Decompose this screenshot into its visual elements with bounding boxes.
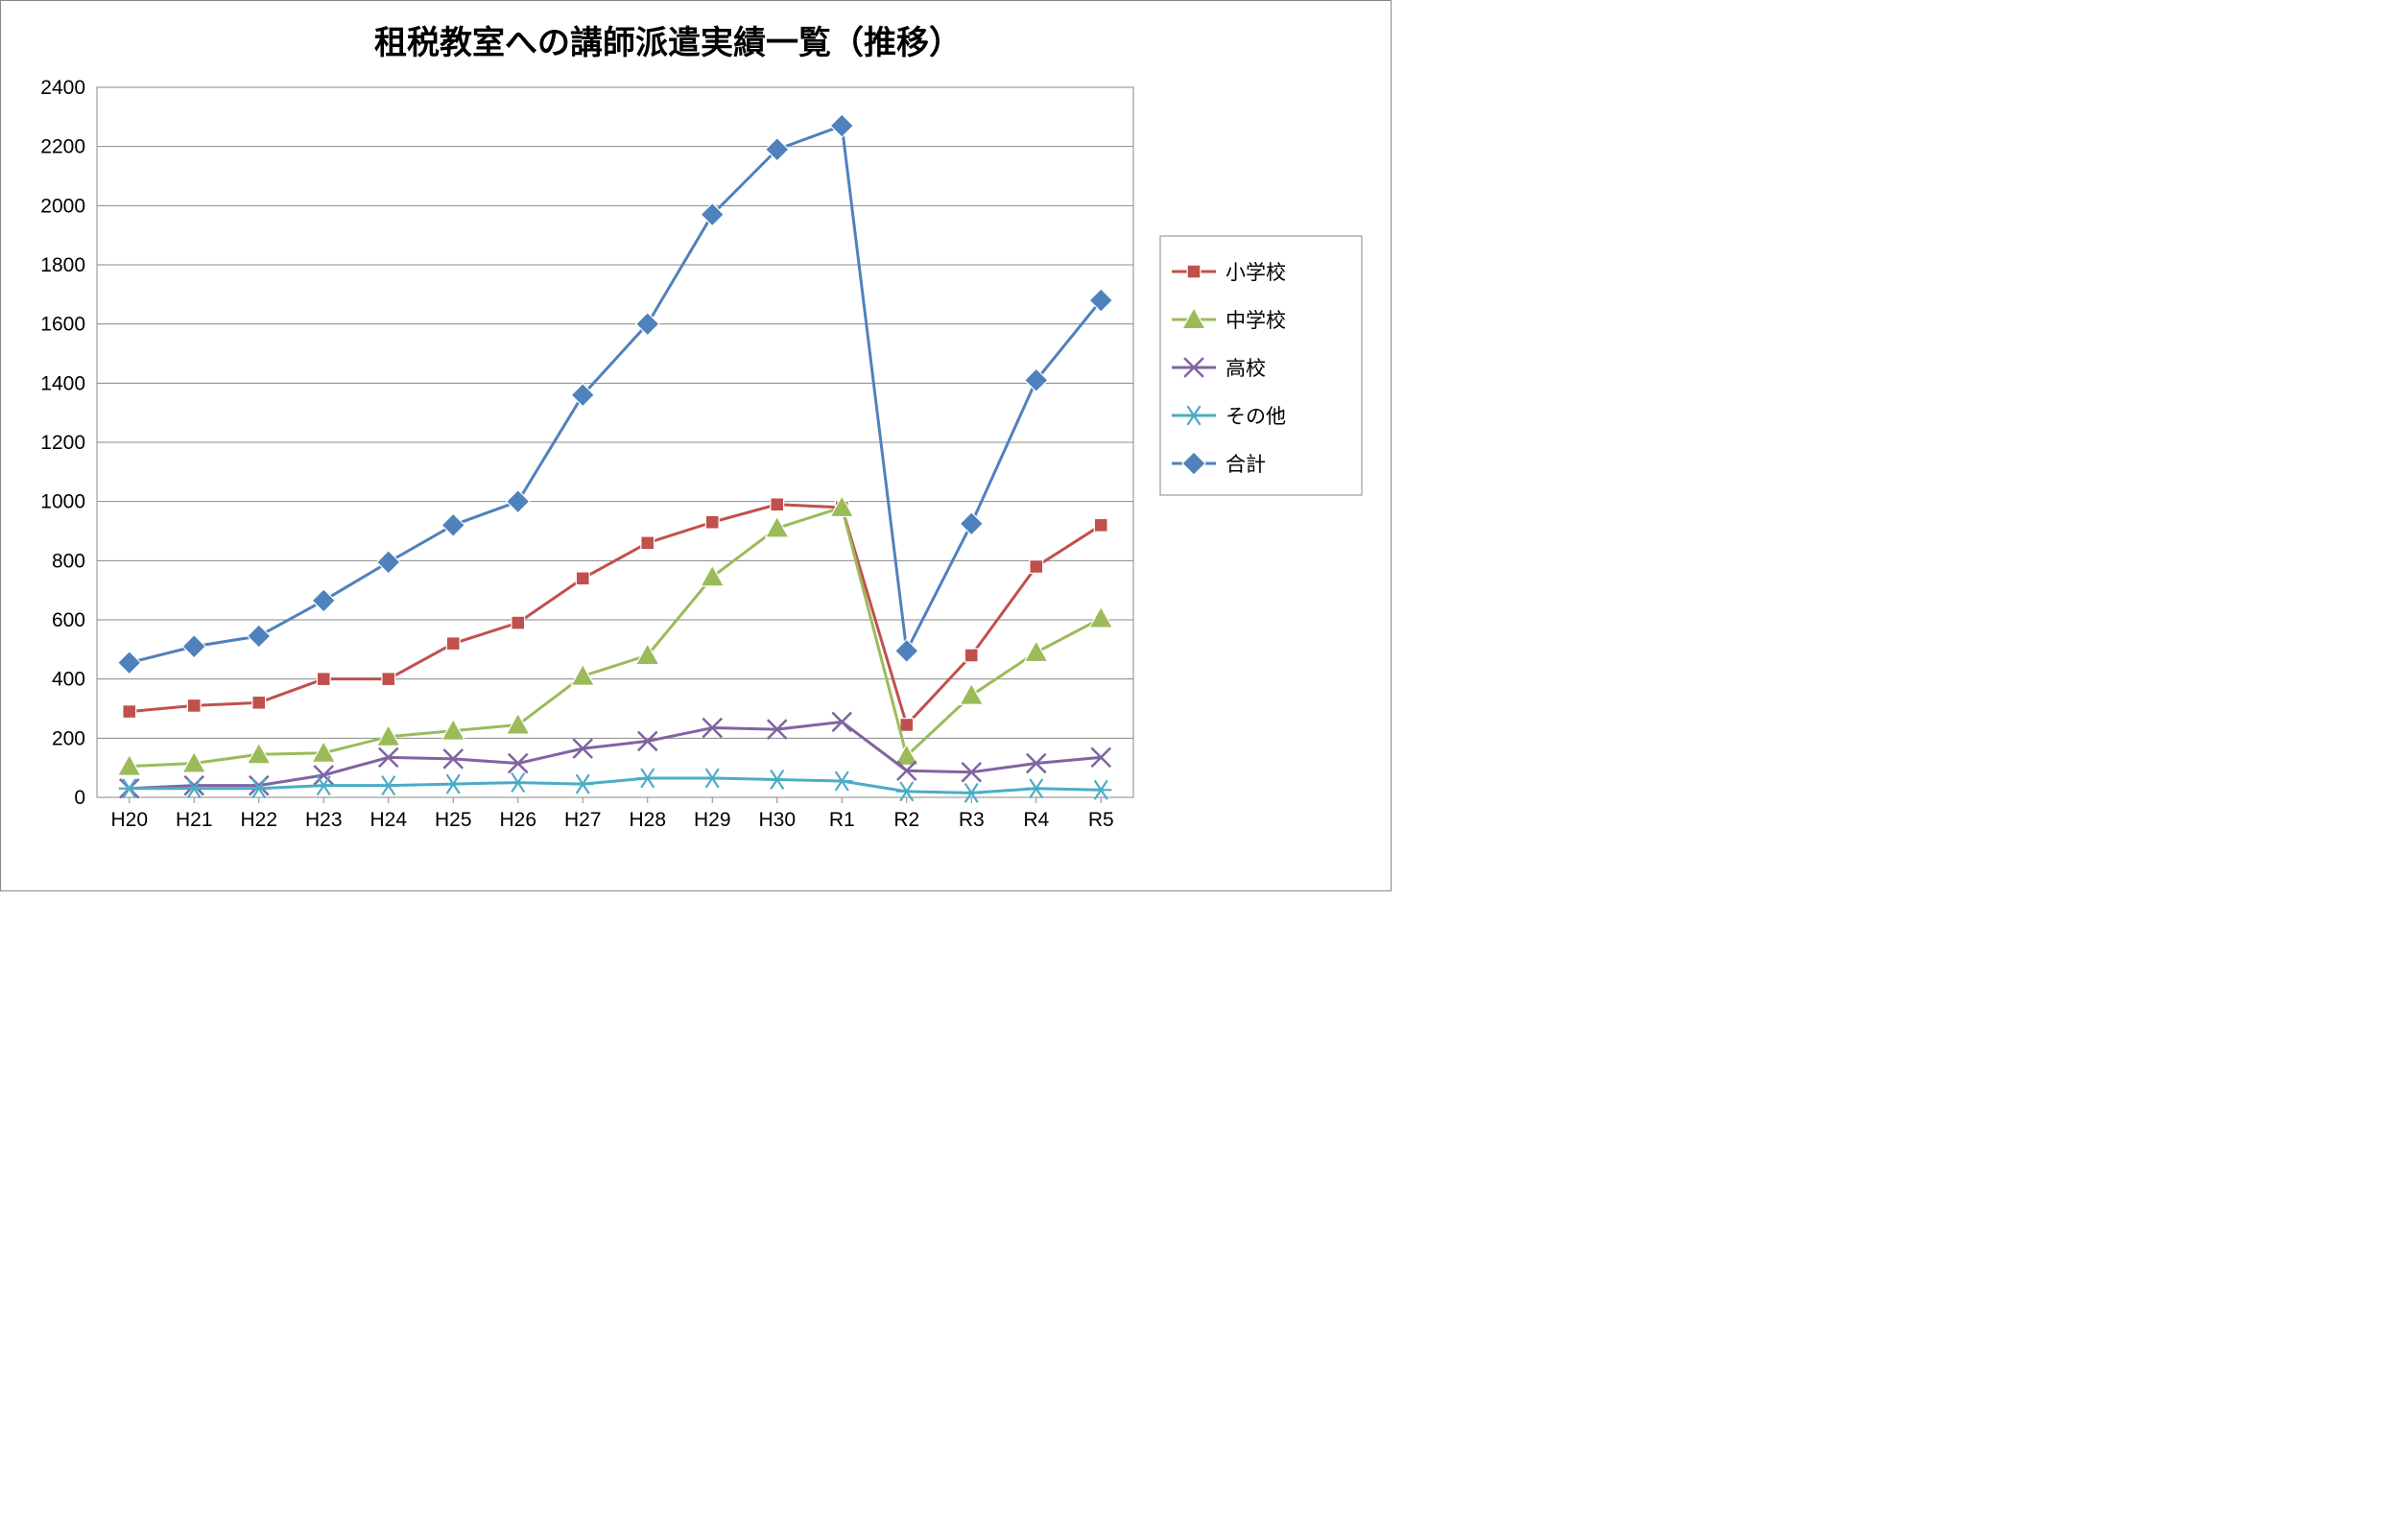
x-tick-label: R4: [1023, 809, 1049, 831]
marker-square: [576, 572, 589, 585]
y-tick-label: 800: [52, 550, 85, 572]
marker-square: [317, 673, 330, 686]
marker-diamond: [312, 589, 335, 612]
y-tick-label: 2200: [40, 136, 85, 158]
marker-square: [705, 515, 719, 529]
marker-square: [771, 498, 784, 511]
marker-diamond: [960, 512, 983, 535]
x-tick-label: H22: [240, 809, 277, 831]
marker-diamond: [507, 490, 530, 513]
marker-diamond: [248, 625, 271, 648]
marker-square: [1030, 560, 1043, 574]
y-tick-label: 200: [52, 727, 85, 749]
legend-label: その他: [1226, 406, 1286, 428]
marker-square: [1094, 518, 1107, 532]
marker-diamond: [377, 551, 400, 574]
x-tick-label: R1: [829, 809, 855, 831]
legend-label: 小学校: [1226, 262, 1286, 284]
y-tick-label: 1200: [40, 432, 85, 454]
y-tick-label: 1000: [40, 491, 85, 513]
legend-label: 中学校: [1226, 310, 1286, 332]
marker-square: [187, 699, 201, 713]
marker-diamond: [895, 639, 918, 662]
y-tick-label: 1600: [40, 314, 85, 336]
legend-item: その他: [1172, 406, 1286, 428]
x-tick-label: H25: [435, 809, 472, 831]
series-line: [130, 126, 1102, 663]
marker-diamond: [441, 513, 464, 536]
y-tick-label: 1800: [40, 254, 85, 276]
x-tick-label: H28: [629, 809, 666, 831]
series-line: [130, 508, 1102, 767]
x-tick-label: R2: [893, 809, 919, 831]
y-tick-label: 1400: [40, 372, 85, 394]
marker-diamond: [182, 635, 205, 658]
legend-label: 高校: [1226, 358, 1266, 380]
x-tick-label: H24: [369, 809, 407, 831]
marker-triangle: [1089, 606, 1112, 628]
legend-label: 合計: [1226, 454, 1266, 476]
marker-square: [382, 673, 395, 686]
marker-triangle: [507, 713, 530, 734]
y-tick-label: 2400: [40, 77, 85, 99]
marker-diamond: [830, 114, 853, 137]
marker-square: [252, 696, 266, 709]
marker-square: [446, 637, 460, 651]
marker-triangle: [1025, 641, 1048, 662]
x-tick-label: H26: [499, 809, 536, 831]
chart-title: 租税教室への講師派遣実績一覧（推移）: [374, 24, 962, 61]
y-tick-label: 600: [52, 609, 85, 631]
marker-diamond: [118, 652, 141, 675]
marker-square: [964, 649, 978, 662]
series-line: [130, 505, 1102, 725]
marker-square: [512, 616, 525, 629]
series-line: [130, 778, 1102, 793]
marker-square: [123, 705, 136, 719]
y-tick-label: 2000: [40, 195, 85, 217]
x-tick-label: H27: [564, 809, 602, 831]
x-tick-label: R3: [959, 809, 985, 831]
x-tick-label: H29: [694, 809, 731, 831]
x-tick-label: R5: [1088, 809, 1114, 831]
marker-square: [641, 536, 655, 550]
marker-square: [1187, 265, 1201, 278]
marker-square: [900, 719, 914, 732]
x-tick-label: H20: [110, 809, 148, 831]
series-小学校: [123, 498, 1107, 731]
series-合計: [118, 114, 1113, 675]
x-tick-label: H23: [305, 809, 343, 831]
chart-svg: 租税教室への講師派遣実績一覧（推移） 0 200 400 600 800 1000 1200 1…: [1, 1, 1392, 892]
x-tick-label: H30: [758, 809, 796, 831]
chart-container: 租税教室への講師派遣実績一覧（推移） 0 200 400 600 800 1000 1200 1…: [0, 0, 1392, 891]
marker-triangle: [960, 684, 983, 705]
y-tick-label: 400: [52, 669, 85, 691]
marker-triangle: [701, 565, 724, 586]
x-tick-label: H21: [176, 809, 213, 831]
y-tick-label: 0: [74, 787, 85, 809]
